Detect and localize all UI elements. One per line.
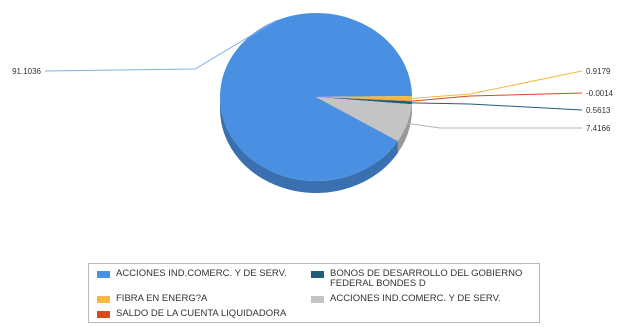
legend-label: ACCIONES IND.COMERC. Y DE SERV. (116, 268, 287, 279)
legend-item: ACCIONES IND.COMERC. Y DE SERV. (97, 269, 326, 279)
chart-legend: ACCIONES IND.COMERC. Y DE SERV. BONOS DE… (88, 263, 540, 323)
pie-slice (316, 97, 412, 105)
pie-slices (220, 12, 413, 181)
pie-slice (316, 95, 413, 101)
legend-label: SALDO DE LA CUENTA LIQUIDADORA (116, 308, 287, 319)
legend-item: BONOS DE DESARROLLO DEL GOBIERNO FEDERAL… (311, 269, 540, 289)
legend-label: FIBRA EN ENERG?A (116, 293, 208, 304)
pie-chart: 91.1036 0.9179 -0.0014 0.5613 7.4166 (12, 12, 614, 193)
legend-item: SALDO DE LA CUENTA LIQUIDADORA (97, 309, 326, 319)
leader-line (411, 70, 583, 99)
data-label: 91.1036 (12, 67, 41, 76)
data-label: 0.5613 (586, 106, 611, 115)
legend-swatch (311, 271, 324, 278)
leader-line (407, 122, 582, 129)
data-label: 7.4166 (586, 124, 611, 133)
legend-label: ACCIONES IND.COMERC. Y DE SERV. (330, 293, 501, 304)
legend-swatch (311, 296, 324, 303)
legend-swatch (97, 296, 110, 303)
leader-line (411, 102, 583, 111)
legend-label: BONOS DE DESARROLLO DEL GOBIERNO FEDERAL… (330, 268, 523, 289)
legend-swatch (97, 311, 110, 318)
legend-swatch (97, 271, 110, 278)
pie-slice-side (397, 104, 412, 154)
leader-line (411, 92, 583, 102)
legend-item: FIBRA EN ENERG?A (97, 294, 326, 304)
legend-item: ACCIONES IND.COMERC. Y DE SERV. (311, 294, 540, 304)
data-label: 0.9179 (586, 67, 611, 76)
pie-slice (220, 12, 412, 181)
leader-line (44, 20, 277, 72)
pie-slice (316, 97, 412, 102)
data-label: -0.0014 (586, 89, 614, 98)
pie-slice (316, 97, 412, 142)
data-labels: 91.1036 0.9179 -0.0014 0.5613 7.4166 (12, 20, 614, 133)
pie-slice-side (220, 97, 398, 193)
